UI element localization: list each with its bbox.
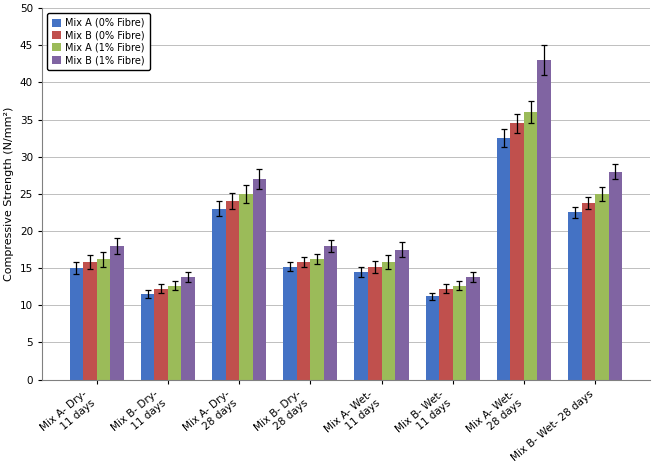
Bar xyxy=(381,262,395,380)
Bar xyxy=(510,123,524,380)
Bar xyxy=(239,194,252,380)
Bar xyxy=(368,267,381,380)
Bar xyxy=(212,209,226,380)
Bar xyxy=(453,286,466,380)
Legend: Mix A (0% Fibre), Mix B (0% Fibre), Mix A (1% Fibre), Mix B (1% Fibre): Mix A (0% Fibre), Mix B (0% Fibre), Mix … xyxy=(47,13,150,70)
Bar xyxy=(524,112,538,380)
Bar xyxy=(83,262,97,380)
Bar xyxy=(111,246,124,380)
Bar xyxy=(581,203,595,380)
Bar xyxy=(310,259,324,380)
Bar xyxy=(141,294,154,380)
Bar xyxy=(181,277,195,380)
Bar xyxy=(568,212,581,380)
Bar xyxy=(154,289,168,380)
Bar xyxy=(439,289,453,380)
Bar xyxy=(466,277,480,380)
Bar xyxy=(609,171,622,380)
Y-axis label: Compressive Strength (N/mm²): Compressive Strength (N/mm²) xyxy=(4,106,14,281)
Bar xyxy=(497,138,510,380)
Bar xyxy=(168,286,181,380)
Bar xyxy=(97,259,111,380)
Bar xyxy=(426,297,439,380)
Bar xyxy=(595,194,609,380)
Bar xyxy=(538,60,551,380)
Bar xyxy=(297,262,310,380)
Bar xyxy=(69,268,83,380)
Bar xyxy=(252,179,266,380)
Bar xyxy=(395,249,409,380)
Bar xyxy=(283,267,297,380)
Bar xyxy=(324,246,337,380)
Bar xyxy=(354,272,368,380)
Bar xyxy=(226,201,239,380)
